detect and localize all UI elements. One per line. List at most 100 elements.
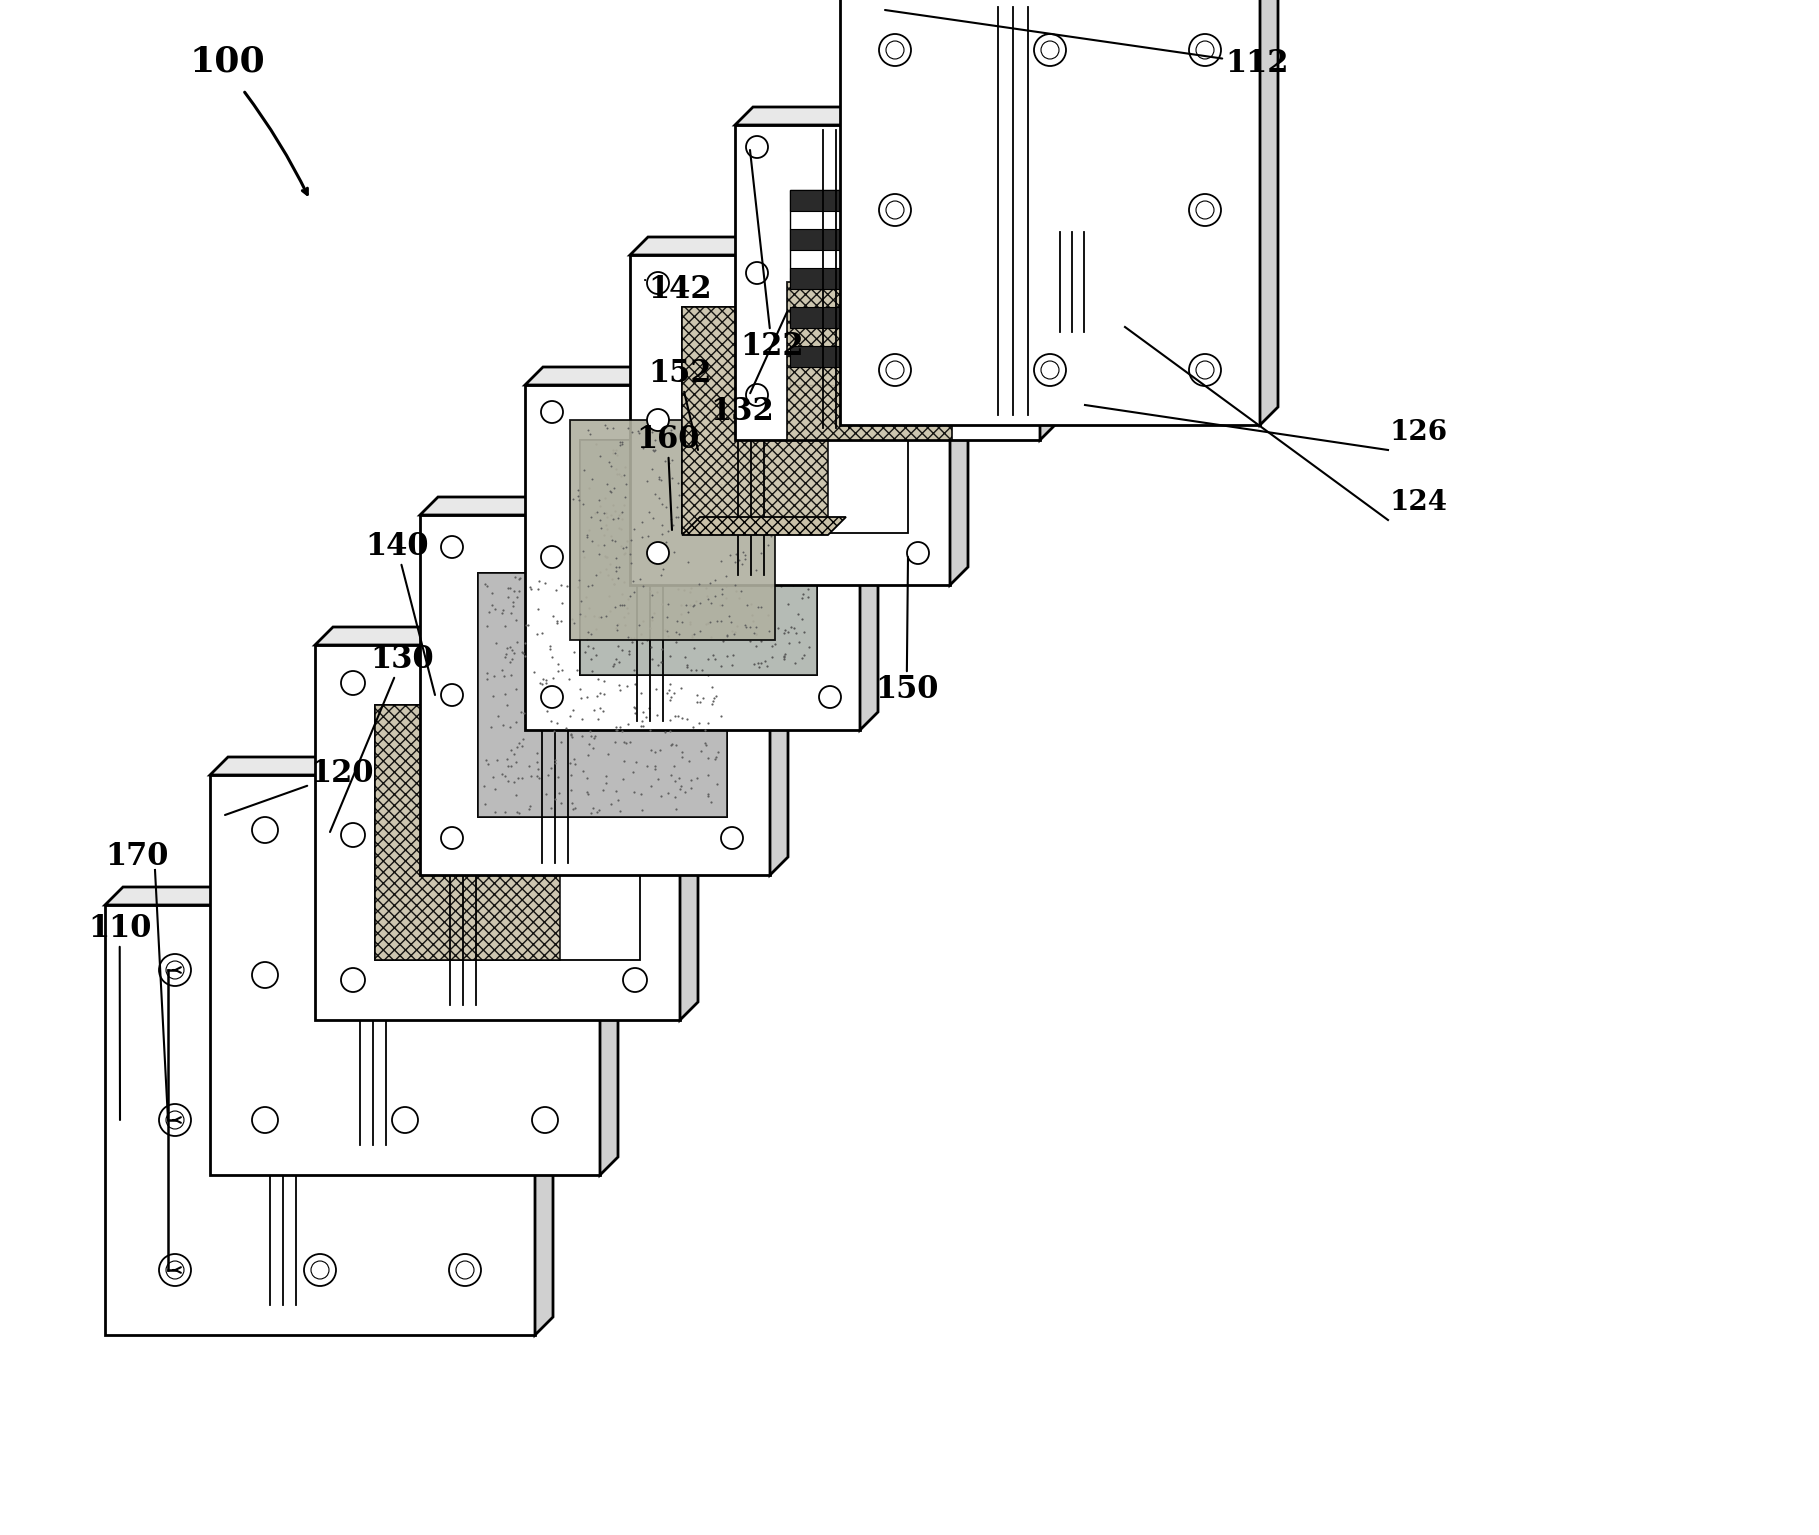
Point	[480, 777, 509, 801]
Point	[688, 622, 717, 646]
Point	[620, 579, 649, 603]
Polygon shape	[735, 107, 1059, 124]
Point	[668, 609, 697, 634]
Point	[740, 444, 769, 468]
Point	[566, 616, 595, 640]
Point	[666, 471, 695, 496]
Point	[651, 448, 680, 473]
Point	[608, 718, 637, 743]
Point	[591, 500, 620, 525]
Point	[577, 528, 606, 553]
Point	[648, 460, 677, 485]
Point	[568, 686, 597, 711]
Circle shape	[1190, 355, 1221, 385]
Point	[664, 482, 693, 507]
Point	[602, 556, 631, 580]
Point	[693, 560, 722, 585]
Point	[557, 778, 586, 803]
Point	[784, 602, 813, 626]
Point	[708, 525, 737, 550]
Point	[560, 797, 589, 821]
Point	[544, 651, 573, 675]
Point	[744, 479, 773, 503]
Circle shape	[449, 1104, 480, 1136]
Point	[717, 553, 746, 577]
Polygon shape	[613, 959, 646, 990]
Point	[529, 666, 558, 691]
Point	[724, 556, 753, 580]
Point	[655, 545, 684, 569]
Point	[593, 589, 622, 614]
Point	[509, 643, 538, 668]
Point	[497, 649, 526, 674]
Point	[708, 582, 737, 606]
Polygon shape	[769, 497, 788, 875]
Point	[766, 574, 795, 599]
Point	[753, 533, 782, 557]
Circle shape	[166, 961, 184, 979]
Point	[568, 646, 597, 671]
Circle shape	[720, 536, 742, 559]
Text: 152: 152	[648, 358, 711, 450]
Point	[553, 573, 582, 597]
Text: 132: 132	[709, 312, 788, 427]
Point	[478, 685, 508, 709]
Point	[648, 513, 677, 537]
Point	[580, 599, 609, 623]
Circle shape	[440, 685, 464, 706]
Point	[558, 697, 588, 721]
Point	[651, 643, 680, 668]
Point	[497, 646, 526, 671]
Point	[799, 480, 828, 505]
Point	[684, 600, 713, 625]
Point	[575, 422, 604, 447]
Point	[722, 444, 751, 468]
Circle shape	[1197, 201, 1213, 220]
Point	[660, 476, 689, 500]
Point	[617, 528, 646, 553]
Point	[604, 556, 633, 580]
Point	[666, 537, 695, 562]
Point	[595, 450, 624, 474]
Point	[698, 591, 728, 616]
Point	[799, 502, 828, 527]
Point	[702, 744, 731, 769]
Point	[615, 456, 644, 480]
Text: 126: 126	[1390, 419, 1448, 447]
Point	[735, 460, 764, 485]
Point	[686, 497, 715, 522]
Point	[487, 761, 517, 786]
Point	[546, 608, 575, 632]
Point	[624, 574, 653, 599]
Point	[613, 712, 642, 737]
Point	[602, 444, 631, 468]
Point	[513, 612, 542, 637]
Point	[620, 626, 649, 651]
Point	[588, 698, 617, 723]
Point	[709, 480, 739, 505]
Point	[657, 551, 686, 576]
Point	[688, 659, 717, 683]
Point	[739, 468, 768, 493]
Point	[682, 568, 711, 593]
Point	[495, 715, 524, 740]
Polygon shape	[682, 307, 828, 533]
Point	[628, 557, 657, 582]
Point	[682, 683, 711, 708]
Point	[655, 677, 684, 701]
Point	[580, 603, 609, 628]
Point	[528, 672, 557, 697]
Point	[686, 456, 715, 480]
Point	[720, 573, 749, 597]
Point	[688, 460, 717, 485]
Circle shape	[1004, 262, 1026, 284]
Point	[573, 525, 602, 550]
Point	[726, 540, 755, 565]
Point	[702, 609, 731, 634]
Point	[569, 491, 598, 516]
Point	[493, 585, 522, 609]
Point	[569, 571, 598, 596]
Point	[573, 626, 602, 651]
Point	[609, 612, 638, 637]
Circle shape	[340, 969, 366, 992]
